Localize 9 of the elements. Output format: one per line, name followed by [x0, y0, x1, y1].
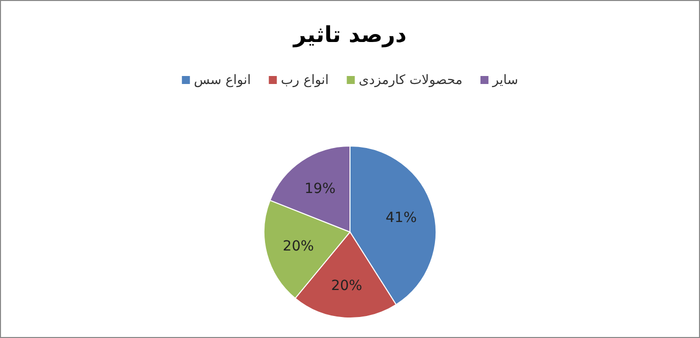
- legend-label: انواع رب: [280, 73, 329, 88]
- legend-label: سایر: [491, 73, 518, 88]
- data-label: 20%: [331, 278, 362, 294]
- data-label: 41%: [386, 210, 417, 226]
- chart-title: درصد تاثیر: [292, 23, 407, 48]
- data-label: 19%: [304, 180, 336, 197]
- legend-label: انواع سس: [194, 73, 251, 88]
- legend-label: محصولات کارمزدی: [358, 73, 462, 88]
- data-label: 20%: [282, 238, 314, 254]
